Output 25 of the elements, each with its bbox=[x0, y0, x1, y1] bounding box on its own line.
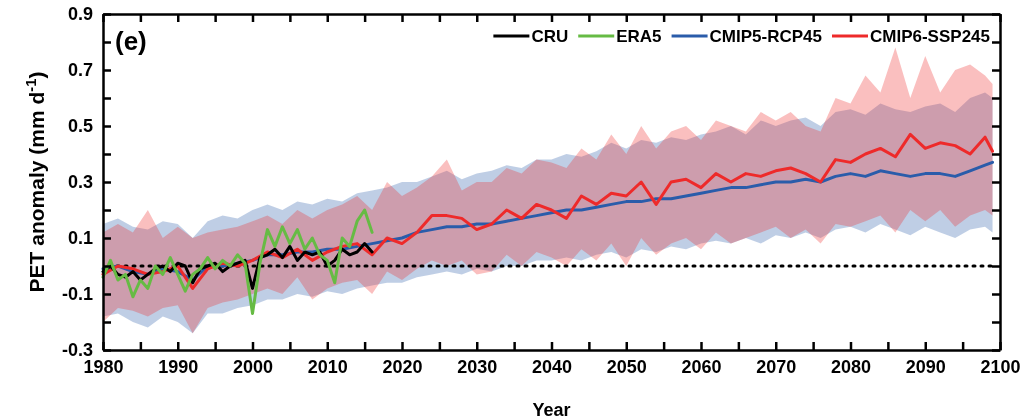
x-tick-label: 2090 bbox=[905, 356, 946, 377]
y-tick-label: -0.1 bbox=[61, 284, 93, 305]
y-tick-label: 0.5 bbox=[67, 116, 93, 137]
y-tick-label: 0.1 bbox=[67, 228, 93, 249]
x-tick-label: 2050 bbox=[606, 356, 647, 377]
x-tick-label: 2070 bbox=[756, 356, 797, 377]
x-tick-label: 2060 bbox=[681, 356, 722, 377]
legend-label: CMIP5-RCP45 bbox=[709, 27, 822, 46]
x-tick-label: 2030 bbox=[457, 356, 498, 377]
x-axis-title: Year bbox=[532, 400, 571, 419]
line-series bbox=[101, 208, 374, 316]
x-tick-label: 2000 bbox=[232, 356, 274, 377]
y-tick-label: 0.7 bbox=[67, 60, 93, 81]
x-tick-label: 2040 bbox=[531, 356, 573, 377]
x-tick-label: 2100 bbox=[980, 356, 1021, 377]
x-tick-label: 2020 bbox=[382, 356, 423, 377]
legend-label: CMIP6-SSP245 bbox=[870, 27, 990, 46]
y-tick-label: 0.3 bbox=[67, 172, 93, 193]
annotation: (e) bbox=[115, 26, 147, 56]
legend-label: CRU bbox=[531, 27, 569, 46]
x-tick-label: 1990 bbox=[158, 356, 199, 377]
x-tick-label: 2010 bbox=[307, 356, 348, 377]
legend-label: ERA5 bbox=[616, 27, 662, 46]
x-tick-label: 2080 bbox=[830, 356, 872, 377]
y-tick-label: 0.9 bbox=[67, 4, 93, 25]
